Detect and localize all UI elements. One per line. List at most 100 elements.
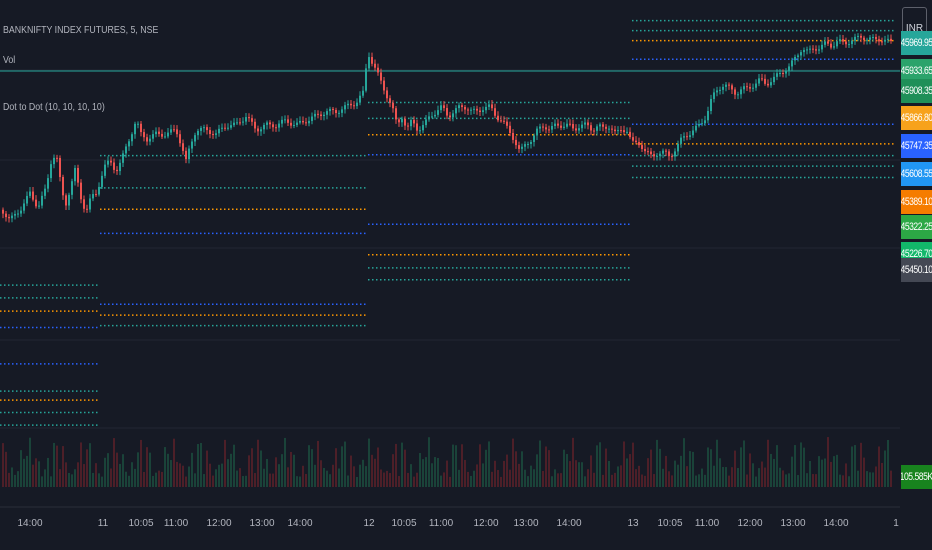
candle-body xyxy=(470,109,472,111)
candle-body xyxy=(275,127,277,129)
indicator-legend[interactable]: Dot to Dot (10, 10, 10, 10) xyxy=(3,102,105,113)
volume-bar xyxy=(140,439,142,487)
volume-bar xyxy=(308,445,310,487)
candle-body xyxy=(782,72,784,74)
candle-body xyxy=(866,39,868,41)
volume-bar xyxy=(767,439,769,487)
volume-bar xyxy=(680,455,682,487)
candle-body xyxy=(23,203,25,211)
candle-body xyxy=(257,128,259,132)
volume-bar xyxy=(95,463,97,487)
volume-bar xyxy=(275,457,277,487)
candle-body xyxy=(638,142,640,146)
volume-bar xyxy=(605,448,607,487)
candle-body xyxy=(263,124,265,130)
volume-bar xyxy=(41,476,43,487)
candle-body xyxy=(29,191,31,196)
candle-body xyxy=(743,86,745,90)
volume-bar xyxy=(11,467,13,487)
volume-bar xyxy=(461,444,463,487)
candle-body xyxy=(380,72,382,81)
volume-bar xyxy=(800,442,802,487)
volume-bar xyxy=(137,452,139,487)
candle-body xyxy=(611,128,613,130)
volume-bar xyxy=(86,449,88,487)
volume-bar xyxy=(602,474,604,487)
volume-bar xyxy=(164,447,166,487)
candle-body xyxy=(419,130,421,132)
volume-bar xyxy=(785,474,787,487)
volume-bar xyxy=(530,465,532,487)
candle-body xyxy=(437,110,439,115)
volume-bar xyxy=(35,458,37,487)
volume-bar xyxy=(770,453,772,487)
volume-bar xyxy=(776,445,778,487)
volume-bar xyxy=(47,457,49,487)
candle-body xyxy=(146,137,148,142)
volume-bar xyxy=(254,473,256,487)
volume-bar xyxy=(227,459,229,487)
volume-bar xyxy=(755,476,757,487)
volume-legend[interactable]: Vol xyxy=(3,55,16,66)
volume-bar xyxy=(671,475,673,487)
candle-body xyxy=(701,123,703,125)
price-tag: 45908.35 xyxy=(901,79,932,104)
volume-bar xyxy=(740,447,742,487)
volume-bar xyxy=(77,462,79,487)
candle-body xyxy=(716,90,718,93)
candle-body xyxy=(254,121,256,129)
volume-bar xyxy=(533,469,535,487)
volume-bar xyxy=(662,468,664,487)
candle-body xyxy=(878,39,880,42)
candle-body xyxy=(461,105,463,107)
candle-body xyxy=(623,130,625,133)
candle-body xyxy=(245,117,247,122)
candle-body xyxy=(128,141,130,147)
candle-body xyxy=(176,129,178,135)
candle-body xyxy=(224,127,226,129)
candle-body xyxy=(50,164,52,179)
volume-bar xyxy=(623,441,625,487)
candle-body xyxy=(521,146,523,149)
volume-bar xyxy=(413,476,415,487)
volume-bar xyxy=(320,460,322,487)
candle-body xyxy=(722,86,724,90)
volume-bar xyxy=(191,452,193,487)
volume-bar xyxy=(794,445,796,487)
x-tick-label: 11 xyxy=(98,518,109,529)
volume-bar xyxy=(245,475,247,487)
candle-body xyxy=(713,92,715,99)
volume-bar xyxy=(695,475,697,487)
candle-body xyxy=(710,98,712,112)
candle-body xyxy=(479,110,481,113)
candle-body xyxy=(650,151,652,155)
volume-bar xyxy=(773,458,775,487)
candle-body xyxy=(875,36,877,40)
candle-body xyxy=(806,49,808,51)
candle-body xyxy=(680,137,682,144)
volume-bar xyxy=(239,468,241,487)
x-tick-label: 14:00 xyxy=(556,518,581,529)
candle-body xyxy=(632,137,634,141)
candle-body xyxy=(674,151,676,157)
volume-bar xyxy=(257,439,259,487)
volume-bar xyxy=(29,437,31,487)
volume-bar xyxy=(878,446,880,487)
candle-body xyxy=(683,136,685,138)
candle-body xyxy=(230,125,232,128)
volume-bar xyxy=(116,452,118,487)
symbol-title[interactable]: BANKNIFTY INDEX FUTURES, 5, NSE xyxy=(3,25,159,36)
volume-bar xyxy=(155,472,157,487)
volume-bar xyxy=(377,447,379,487)
volume-bar xyxy=(14,474,16,487)
candle-body xyxy=(692,130,694,136)
volume-bar xyxy=(536,454,538,487)
candle-body xyxy=(512,132,514,140)
volume-bar xyxy=(146,447,148,487)
volume-bar xyxy=(125,471,127,487)
price-tag: 105.585K xyxy=(901,465,932,490)
x-tick-label: 13 xyxy=(627,518,639,529)
volume-bar xyxy=(722,466,724,487)
candle-body xyxy=(347,103,349,106)
